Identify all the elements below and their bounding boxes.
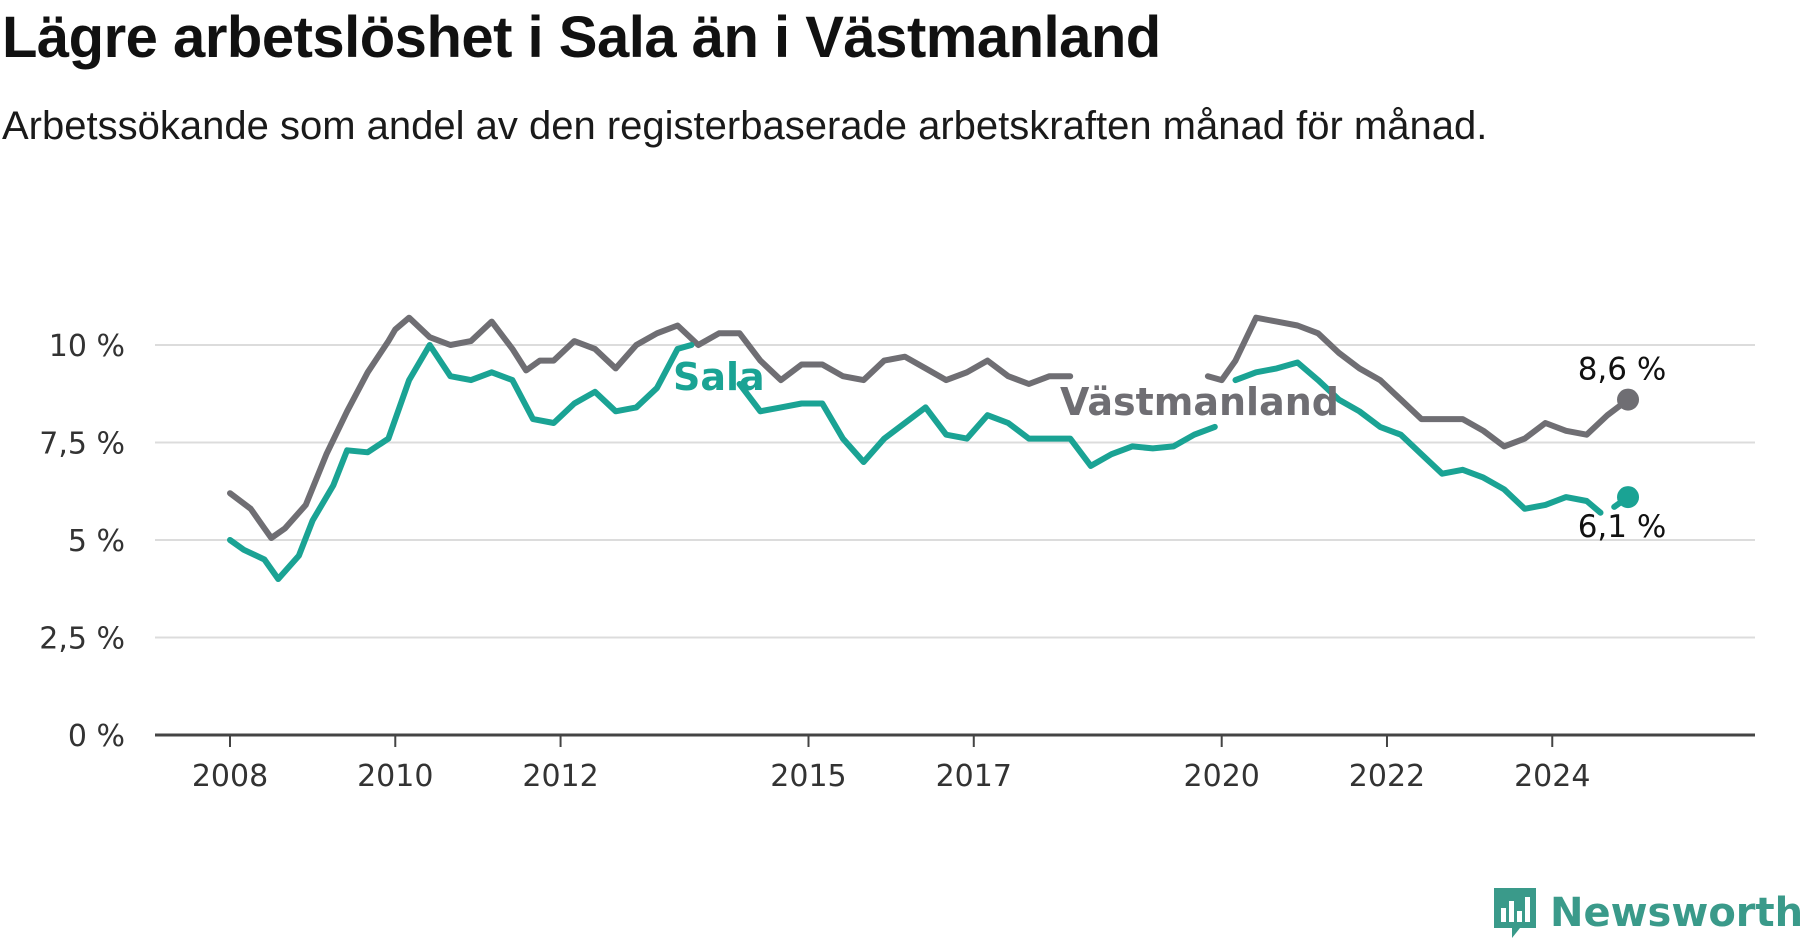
x-tick-label: 2010 <box>357 759 433 794</box>
y-axis-ticks: 0 % 2,5 % 5 % 7,5 % 10 % <box>39 329 125 754</box>
end-marker-vastmanland <box>1617 388 1640 411</box>
x-axis: 2008 2010 2012 2015 2017 2020 2022 2024 <box>155 733 1755 794</box>
y-tick-label: 5 % <box>68 524 125 559</box>
series-line-sala <box>227 342 695 582</box>
y-tick-label: 7,5 % <box>39 427 125 462</box>
y-tick-label: 0 % <box>68 719 125 754</box>
y-tick-label: 10 % <box>49 329 125 364</box>
chart-title: Lägre arbetslöshet i Sala än i Västmanla… <box>2 5 1161 70</box>
grid-lines <box>155 344 1755 639</box>
series-labels: Västmanland Sala 8,6 % 6,1 % <box>673 352 1666 545</box>
chart-subtitle: Arbetssökande som andel av den registerb… <box>2 104 1488 148</box>
y-tick-label: 2,5 % <box>39 622 125 657</box>
newsworthy-logo: Newsworthy <box>1490 884 1800 942</box>
series-line-västmanland <box>1204 314 1631 450</box>
x-tick-label: 2020 <box>1184 759 1260 794</box>
series-label-sala: Sala <box>673 355 765 399</box>
series-line-västmanland <box>227 314 1074 541</box>
x-tick-label: 2017 <box>936 759 1012 794</box>
brand-name: Newsworthy <box>1550 890 1800 936</box>
end-marker-sala <box>1617 486 1640 509</box>
series-line-sala <box>1232 359 1604 516</box>
end-label-sala: 6,1 % <box>1578 509 1667 545</box>
end-label-vastmanland: 8,6 % <box>1578 352 1667 388</box>
x-tick-label: 2024 <box>1514 759 1590 794</box>
x-tick-label: 2012 <box>522 759 598 794</box>
newsworthy-bar-chart-icon <box>1494 888 1536 938</box>
x-tick-label: 2022 <box>1349 759 1425 794</box>
x-tick-label: 2008 <box>192 759 268 794</box>
x-tick-label: 2015 <box>770 759 846 794</box>
series-line-sala <box>736 381 1218 469</box>
series-label-vastmanland: Västmanland <box>1060 380 1339 424</box>
